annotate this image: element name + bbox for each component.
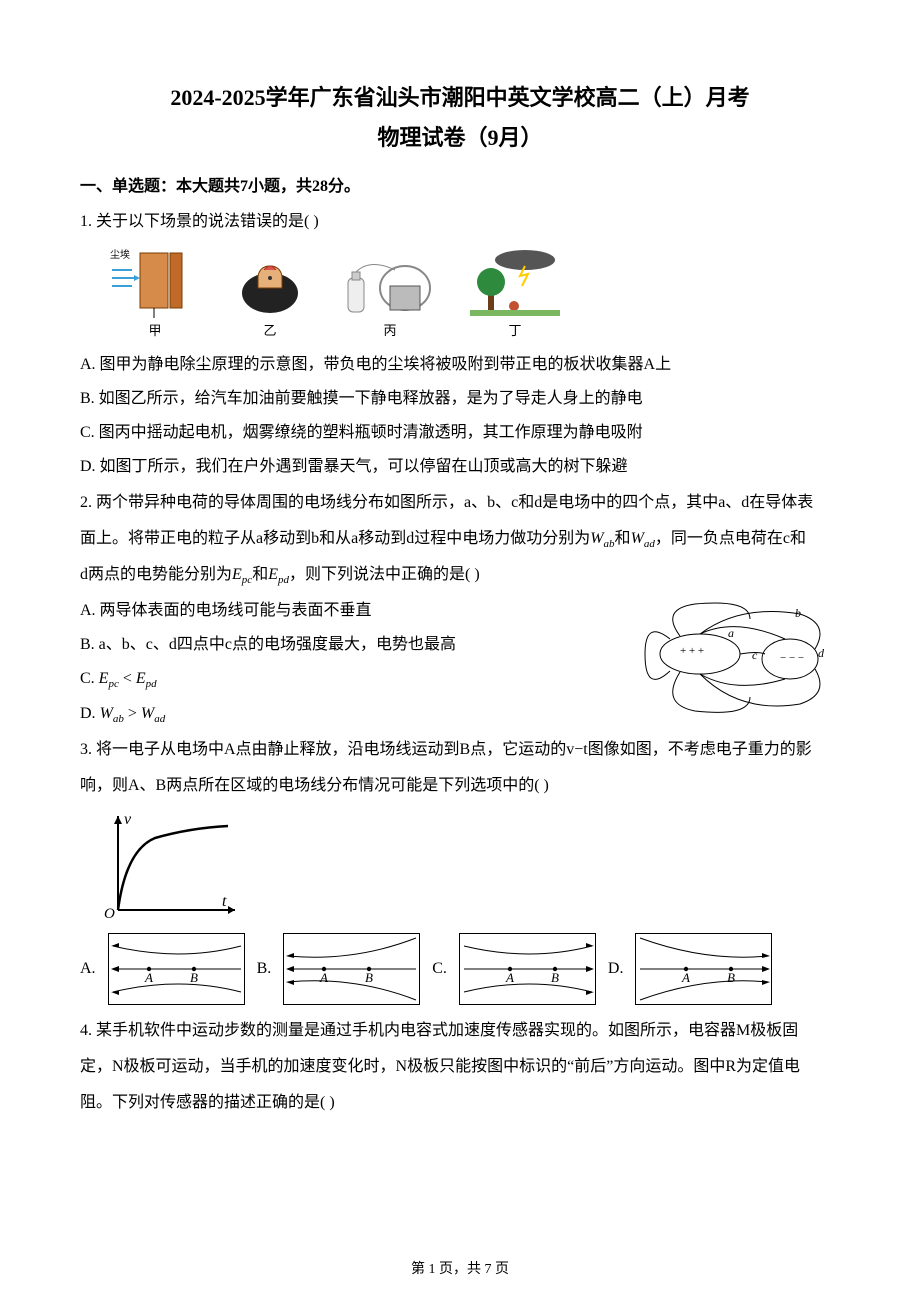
q1-image-row: 尘埃 甲 乙 丙 xyxy=(110,248,840,339)
q3-opt-d-label: D. xyxy=(608,960,624,978)
q2-block: 2. 两个带异种电荷的导体周围的电场线分布如图所示，a、b、c和d是电场中的四个… xyxy=(80,487,840,730)
svg-text:c: c xyxy=(752,648,758,662)
q2c-epc-sub: pc xyxy=(108,679,118,691)
q4-stem-line1: 4. 某手机软件中运动步数的测量是通过手机内电容式加速度传感器实现的。如图所示，… xyxy=(80,1015,840,1047)
q2c-epc: E xyxy=(99,670,109,687)
epd-sym: E xyxy=(268,566,278,583)
q2-stem-line3: d两点的电势能分别为Epc和Epd，则下列说法中正确的是( ) xyxy=(80,559,840,591)
q2c-epd: E xyxy=(136,670,146,687)
lightning-tree-icon xyxy=(470,248,560,318)
dust-label: 尘埃 xyxy=(110,248,130,261)
svg-text:B: B xyxy=(190,970,198,985)
q2-stem-line2: 面上。将带正电的粒子从a移动到b和从a移动到d过程中电场力做功分别为Wab和Wa… xyxy=(80,523,840,555)
q1-fig-label-bing: 丙 xyxy=(383,323,396,338)
q1-fig-label-yi: 乙 xyxy=(263,323,276,338)
q2c-epd-sub: pd xyxy=(146,679,157,691)
q4-stem-line3: 阻。下列对传感器的描述正确的是( ) xyxy=(80,1087,840,1119)
dust-collector-icon: 尘埃 xyxy=(110,248,200,318)
page-title-line2: 物理试卷（9月） xyxy=(80,120,840,152)
wab-sub: ab xyxy=(604,538,615,550)
q3-opt-d-fig: A B xyxy=(635,933,772,1005)
field-lines-icon: + + + − − − a b c d xyxy=(640,599,840,719)
q1-fig-ding: 丁 xyxy=(470,248,560,339)
wad-sub: ad xyxy=(644,538,655,550)
svg-text:v: v xyxy=(124,811,132,828)
page-title-line1: 2024-2025学年广东省汕头市潮阳中英文学校高二（上）月考 xyxy=(80,80,840,112)
q1-fig-label-jia: 甲 xyxy=(148,323,161,338)
q1-option-b: B. 如图乙所示，给汽车加油前要触摸一下静电释放器，是为了导走人身上的静电 xyxy=(80,383,840,415)
q2d-wad-sub: ad xyxy=(154,713,165,725)
q1-option-c: C. 图丙中摇动起电机，烟雾缭绕的塑料瓶顿时清澈透明，其工作原理为静电吸附 xyxy=(80,417,840,449)
svg-text:A: A xyxy=(319,970,328,985)
exam-page: 2024-2025学年广东省汕头市潮阳中英文学校高二（上）月考 物理试卷（9月）… xyxy=(0,0,920,1302)
section-1-heading: 一、单选题：本大题共7小题，共28分。 xyxy=(80,172,840,196)
q2-stem3-c: ，则下列说法中正确的是( ) xyxy=(289,566,480,583)
svg-text:+ + +: + + + xyxy=(680,645,704,657)
q1-stem: 1. 关于以下场景的说法错误的是( ) xyxy=(80,206,840,238)
svg-text:A: A xyxy=(505,970,514,985)
q3-opt-b-label: B. xyxy=(257,960,272,978)
q2c-pre: C. xyxy=(80,670,99,687)
q3-stem-line2: 响，则A、B两点所在区域的电场线分布情况可能是下列选项中的( ) xyxy=(80,770,840,802)
q2-stem3-a: d两点的电势能分别为 xyxy=(80,566,232,583)
wad-sym: W xyxy=(631,530,644,547)
q1-fig-bing: 丙 xyxy=(340,248,440,339)
q4-stem-line2: 定，N极板可运动，当手机的加速度变化时，N极板只能按图中标识的“前后”方向运动。… xyxy=(80,1051,840,1083)
q1-fig-yi: 乙 xyxy=(230,248,310,339)
q2d-wad: W xyxy=(141,705,154,722)
q3-opt-a-label: A. xyxy=(80,960,96,978)
q3-vt-graph: v t O xyxy=(100,810,840,925)
wab-sym: W xyxy=(590,530,603,547)
vt-curve-icon: v t O xyxy=(100,810,240,920)
q3-opt-b-fig: A B xyxy=(283,933,420,1005)
svg-text:d: d xyxy=(818,646,825,660)
svg-text:B: B xyxy=(727,970,735,985)
q2-stem-line1: 2. 两个带异种电荷的导体周围的电场线分布如图所示，a、b、c和d是电场中的四个… xyxy=(80,487,840,519)
q2-stem3-b: 和 xyxy=(252,566,268,583)
epd-sub: pd xyxy=(278,574,289,586)
q3-options-row: A. A B B. A B C. xyxy=(80,933,840,1005)
q2d-rel: > xyxy=(124,705,141,722)
q3-opt-c-label: C. xyxy=(432,960,447,978)
svg-text:A: A xyxy=(144,970,153,985)
q1-fig-jia: 尘埃 甲 xyxy=(110,248,200,339)
svg-text:b: b xyxy=(795,606,801,620)
q2d-wab: W xyxy=(100,705,113,722)
page-footer: 第 1 页，共 7 页 xyxy=(0,1258,920,1278)
q3-opt-c-fig: A B xyxy=(459,933,596,1005)
svg-text:t: t xyxy=(222,893,227,910)
q1-option-d: D. 如图丁所示，我们在户外遇到雷暴天气，可以停留在山顶或高大的树下躲避 xyxy=(80,451,840,483)
epc-sym: E xyxy=(232,566,242,583)
q2c-rel: < xyxy=(119,670,136,687)
svg-text:B: B xyxy=(365,970,373,985)
svg-text:A: A xyxy=(681,970,690,985)
q2-figure: + + + − − − a b c d xyxy=(640,599,840,724)
q3-stem-line1: 3. 将一电子从电场中A点由静止释放，沿电场线运动到B点，它运动的v−t图像如图… xyxy=(80,734,840,766)
svg-text:O: O xyxy=(104,906,115,920)
svg-text:a: a xyxy=(728,626,734,640)
svg-text:− − −: − − − xyxy=(780,652,804,664)
electrostatic-bottle-icon xyxy=(340,248,440,318)
static-discharger-icon xyxy=(230,248,310,318)
q2-stem2-b: 和 xyxy=(615,530,631,547)
q2d-wab-sub: ab xyxy=(113,713,124,725)
epc-sub: pc xyxy=(242,574,252,586)
q2-stem2-c: ，同一负点电荷在c和 xyxy=(655,530,806,547)
q1-fig-label-ding: 丁 xyxy=(508,323,521,338)
q2d-pre: D. xyxy=(80,705,100,722)
q3-opt-a-fig: A B xyxy=(108,933,245,1005)
q1-option-a: A. 图甲为静电除尘原理的示意图，带负电的尘埃将被吸附到带正电的板状收集器A上 xyxy=(80,349,840,381)
svg-text:B: B xyxy=(551,970,559,985)
q2-stem2-a: 面上。将带正电的粒子从a移动到b和从a移动到d过程中电场力做功分别为 xyxy=(80,530,590,547)
